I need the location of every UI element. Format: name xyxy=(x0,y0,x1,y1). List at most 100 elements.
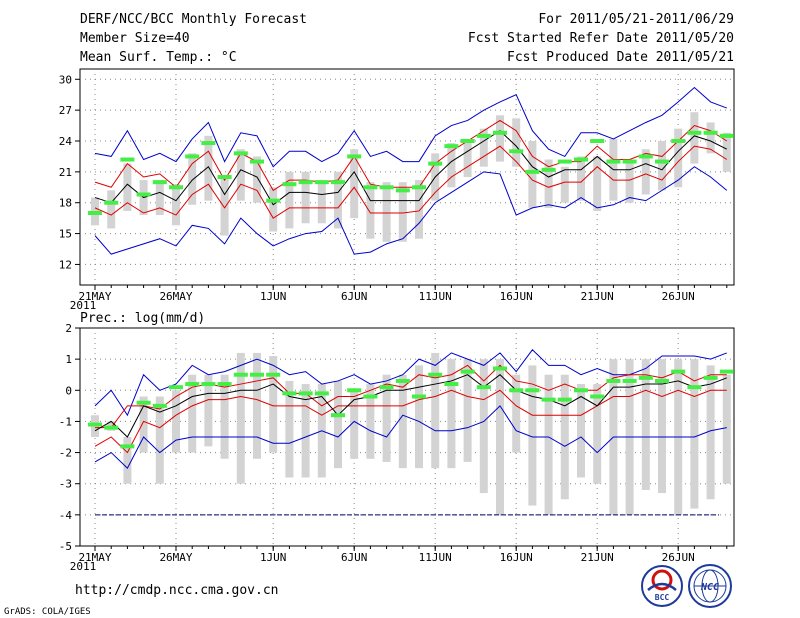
ensemble-mean-marker xyxy=(169,185,183,190)
ensemble-mean-marker xyxy=(428,161,443,166)
ensemble-box xyxy=(398,374,407,469)
ensemble-box xyxy=(204,374,213,447)
ensemble-mean-marker xyxy=(250,159,264,164)
max-line xyxy=(94,349,727,417)
ensemble-mean-marker xyxy=(331,413,345,418)
forecast-period: For 2011/05/21-2011/06/29 xyxy=(538,12,734,27)
ensemble-mean-marker xyxy=(606,159,621,164)
ensemble-box xyxy=(188,153,197,205)
ensemble-mean-marker xyxy=(120,157,135,162)
x-tick-label: 6JUN xyxy=(341,290,368,303)
ensemble-box xyxy=(577,156,585,201)
ensemble-mean-marker xyxy=(574,157,588,162)
ensemble-box xyxy=(641,149,650,195)
ensemble-mean-marker xyxy=(590,394,605,399)
ensemble-mean-marker xyxy=(347,154,362,159)
ensemble-box xyxy=(301,171,310,224)
ensemble-box xyxy=(528,365,537,506)
median-line xyxy=(94,130,728,206)
source-url[interactable]: http://cmdp.ncc.cma.gov.cn xyxy=(75,583,279,598)
ensemble-box xyxy=(139,396,148,453)
ensemble-box xyxy=(544,159,553,208)
ensemble-box xyxy=(447,143,456,188)
ensemble-mean-marker xyxy=(314,180,329,185)
ensemble-box xyxy=(625,159,634,203)
ensemble-mean-marker xyxy=(687,130,702,135)
x-tick-label: 1JUN xyxy=(260,290,287,303)
grads-credit: GrADS: COLA/IGES xyxy=(4,607,91,617)
ensemble-box xyxy=(155,396,164,484)
ensemble-mean-marker xyxy=(719,369,734,374)
ensemble-mean-marker xyxy=(250,372,264,377)
ensemble-mean-marker xyxy=(88,422,102,427)
ensemble-mean-marker xyxy=(331,180,345,185)
ensemble-mean-marker xyxy=(638,375,653,380)
ensemble-mean-marker xyxy=(298,180,313,185)
ensemble-box xyxy=(334,380,342,469)
lower-quartile-line xyxy=(94,145,728,219)
ensemble-mean-marker xyxy=(444,144,459,149)
ensemble-box xyxy=(172,390,180,453)
ensemble-box xyxy=(593,384,602,484)
ensemble-box xyxy=(512,118,521,167)
ensemble-box xyxy=(220,374,229,459)
ensemble-mean-marker xyxy=(201,141,216,146)
ensemble-mean-marker xyxy=(395,188,410,193)
x-tick-label: 21MAY xyxy=(78,551,111,564)
plot-frame xyxy=(79,68,735,286)
ensemble-mean-marker xyxy=(217,382,232,387)
ensemble-box xyxy=(706,365,715,500)
ensemble-box xyxy=(415,365,423,469)
member-size-label: Member Size=40 xyxy=(80,31,190,46)
ensemble-box xyxy=(560,166,569,203)
ensemble-box xyxy=(107,190,116,229)
lower-quartile-line xyxy=(94,389,727,454)
y-tick-label: -1 xyxy=(59,415,72,428)
ensemble-box xyxy=(123,437,132,484)
precip-panel-title: Prec.: log(mm/d) xyxy=(80,311,205,326)
ensemble-box xyxy=(722,374,731,484)
ensemble-box xyxy=(350,390,359,459)
ensemble-mean-marker xyxy=(703,375,718,380)
ensemble-mean-marker xyxy=(493,366,507,371)
ensemble-mean-marker xyxy=(671,139,686,143)
variable-label: Mean Surf. Temp.: °C xyxy=(80,50,237,65)
ensemble-mean-marker xyxy=(185,154,200,159)
y-tick-label: 21 xyxy=(59,166,72,179)
y-tick-label: 15 xyxy=(59,228,72,241)
ensemble-mean-marker xyxy=(622,159,637,164)
ensemble-mean-marker xyxy=(557,397,572,402)
y-tick-label: 12 xyxy=(59,258,72,271)
x-tick-label: 26MAY xyxy=(159,551,192,564)
y-tick-label: 2 xyxy=(65,322,72,335)
ensemble-mean-marker xyxy=(428,372,443,377)
ensemble-box xyxy=(285,380,294,478)
ensemble-box xyxy=(560,374,569,500)
ensemble-box xyxy=(593,156,602,211)
ensemble-mean-marker xyxy=(525,169,540,174)
ensemble-mean-marker xyxy=(136,192,151,197)
y-tick-label: 18 xyxy=(59,197,72,210)
ensemble-box xyxy=(690,112,699,164)
ensemble-mean-marker xyxy=(460,369,475,374)
ncc-logo-text: NCC xyxy=(700,582,719,593)
ensemble-box xyxy=(415,180,423,239)
ensemble-box xyxy=(236,352,245,484)
ensemble-box xyxy=(479,359,488,494)
ensemble-box xyxy=(382,374,391,462)
y-tick-label: 24 xyxy=(59,135,73,148)
ensemble-box xyxy=(496,115,504,162)
y-tick-label: -4 xyxy=(59,509,73,522)
ensemble-mean-marker xyxy=(509,149,524,154)
ensemble-box xyxy=(366,384,375,459)
ensemble-box xyxy=(706,122,715,154)
ensemble-box xyxy=(512,374,521,453)
ensemble-mean-marker xyxy=(703,130,718,135)
ensemble-mean-marker xyxy=(412,185,426,190)
ensemble-box xyxy=(350,149,359,219)
ensemble-mean-marker xyxy=(379,385,394,390)
